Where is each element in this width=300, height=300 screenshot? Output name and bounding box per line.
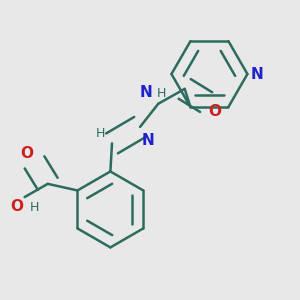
Text: N: N	[251, 67, 263, 82]
Text: H: H	[30, 201, 39, 214]
Text: O: O	[20, 146, 33, 161]
Text: O: O	[10, 199, 23, 214]
Text: N: N	[142, 133, 154, 148]
Text: O: O	[208, 104, 221, 119]
Text: H: H	[157, 88, 166, 100]
Text: N: N	[140, 85, 152, 100]
Text: H: H	[96, 127, 105, 140]
